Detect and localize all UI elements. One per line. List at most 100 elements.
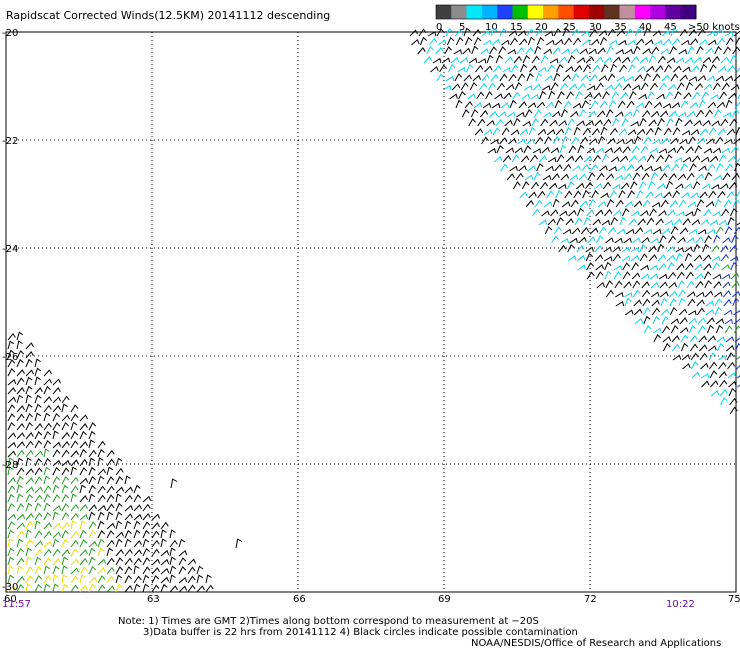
wind-barb [651,110,660,118]
wind-barb [70,558,80,566]
wind-barb [106,566,115,575]
wind-barb [701,91,709,100]
wind-barb [506,173,515,181]
wind-barb [705,308,715,316]
wind-barb [621,118,629,127]
wind-barb [34,540,44,548]
wind-barb [470,108,479,118]
wind-barb [106,547,114,557]
wind-barb [7,485,16,494]
wind-barb [25,342,34,350]
wind-barb [731,109,740,118]
wind-barb [606,198,615,208]
wind-barb [666,246,675,253]
wind-barb [79,566,88,575]
wind-barb [677,280,685,289]
wind-barb [671,102,681,109]
wind-barb [583,64,591,73]
wind-barb [481,30,491,37]
wind-barb [487,82,496,91]
wind-barb [661,74,670,82]
wind-barb [178,538,186,548]
wind-barb [523,145,532,154]
wind-barb [542,174,552,181]
wind-barb [492,127,501,136]
wind-barb [52,378,62,386]
wind-barb [70,530,79,539]
wind-barb [714,198,722,208]
wind-barb [70,466,77,476]
wind-barb [445,75,455,82]
wind-barb [569,174,579,181]
wind-barb [70,440,79,449]
wind-barb [509,37,518,46]
wind-barb [597,200,607,208]
wind-barb [687,298,696,307]
wind-barb [34,423,43,431]
wind-barb [61,549,70,557]
wind-barb [97,511,105,521]
wind-barb [519,38,528,46]
wind-barb [7,421,15,431]
wind-barb [607,73,616,82]
wind-barb [529,65,538,73]
wind-barb [61,459,71,467]
wind-barb [549,182,558,190]
wind-barb [727,361,736,370]
wind-barb [708,127,717,136]
wind-barb [34,431,43,440]
wind-barb [79,458,88,467]
wind-barb [641,172,650,181]
wind-barb [689,163,697,172]
wind-barb [584,92,593,100]
wind-barb [43,396,52,404]
wind-barb [472,74,481,82]
wind-barb [579,48,588,55]
wind-barb [571,227,581,235]
wind-barb [435,47,444,55]
wind-barb [160,529,167,539]
wind-barb [70,431,79,440]
wind-barb [584,181,594,190]
wind-barb [644,165,653,172]
wind-barb [576,182,585,190]
wind-barb [664,64,672,73]
wind-barb [585,56,595,64]
wind-barb [70,493,77,503]
wind-barb [667,262,675,271]
wind-barb [494,93,503,100]
wind-barb [650,172,659,181]
wind-barb [540,55,549,64]
wind-barb [556,216,564,226]
wind-barb [668,290,678,298]
colorbar-swatch [466,5,483,19]
wind-barb [723,299,732,307]
wind-barb [704,280,712,289]
wind-barb [580,227,590,235]
wind-barb [736,67,740,73]
wind-barb [683,92,692,100]
wind-barb [536,101,546,109]
wind-barb [714,306,723,316]
wind-barb [61,403,68,413]
wind-barb [706,317,715,325]
wind-barb [648,54,656,64]
wind-barb [70,459,79,467]
wind-barb [618,39,627,46]
wind-barb [663,127,672,136]
wind-barb [573,190,582,199]
wind-barb [522,54,531,64]
wind-barb [97,504,107,512]
wind-barb [530,181,540,190]
wind-barb [556,154,565,163]
wind-barb [568,83,578,91]
wind-barb [598,135,606,145]
wind-barb [624,111,633,118]
wind-barb [651,291,660,298]
wind-barb [654,126,662,136]
wind-barb [718,371,727,379]
wind-barb [34,494,43,503]
wind-barb [550,82,559,91]
wind-barb [734,37,740,46]
wind-barb [634,227,644,235]
